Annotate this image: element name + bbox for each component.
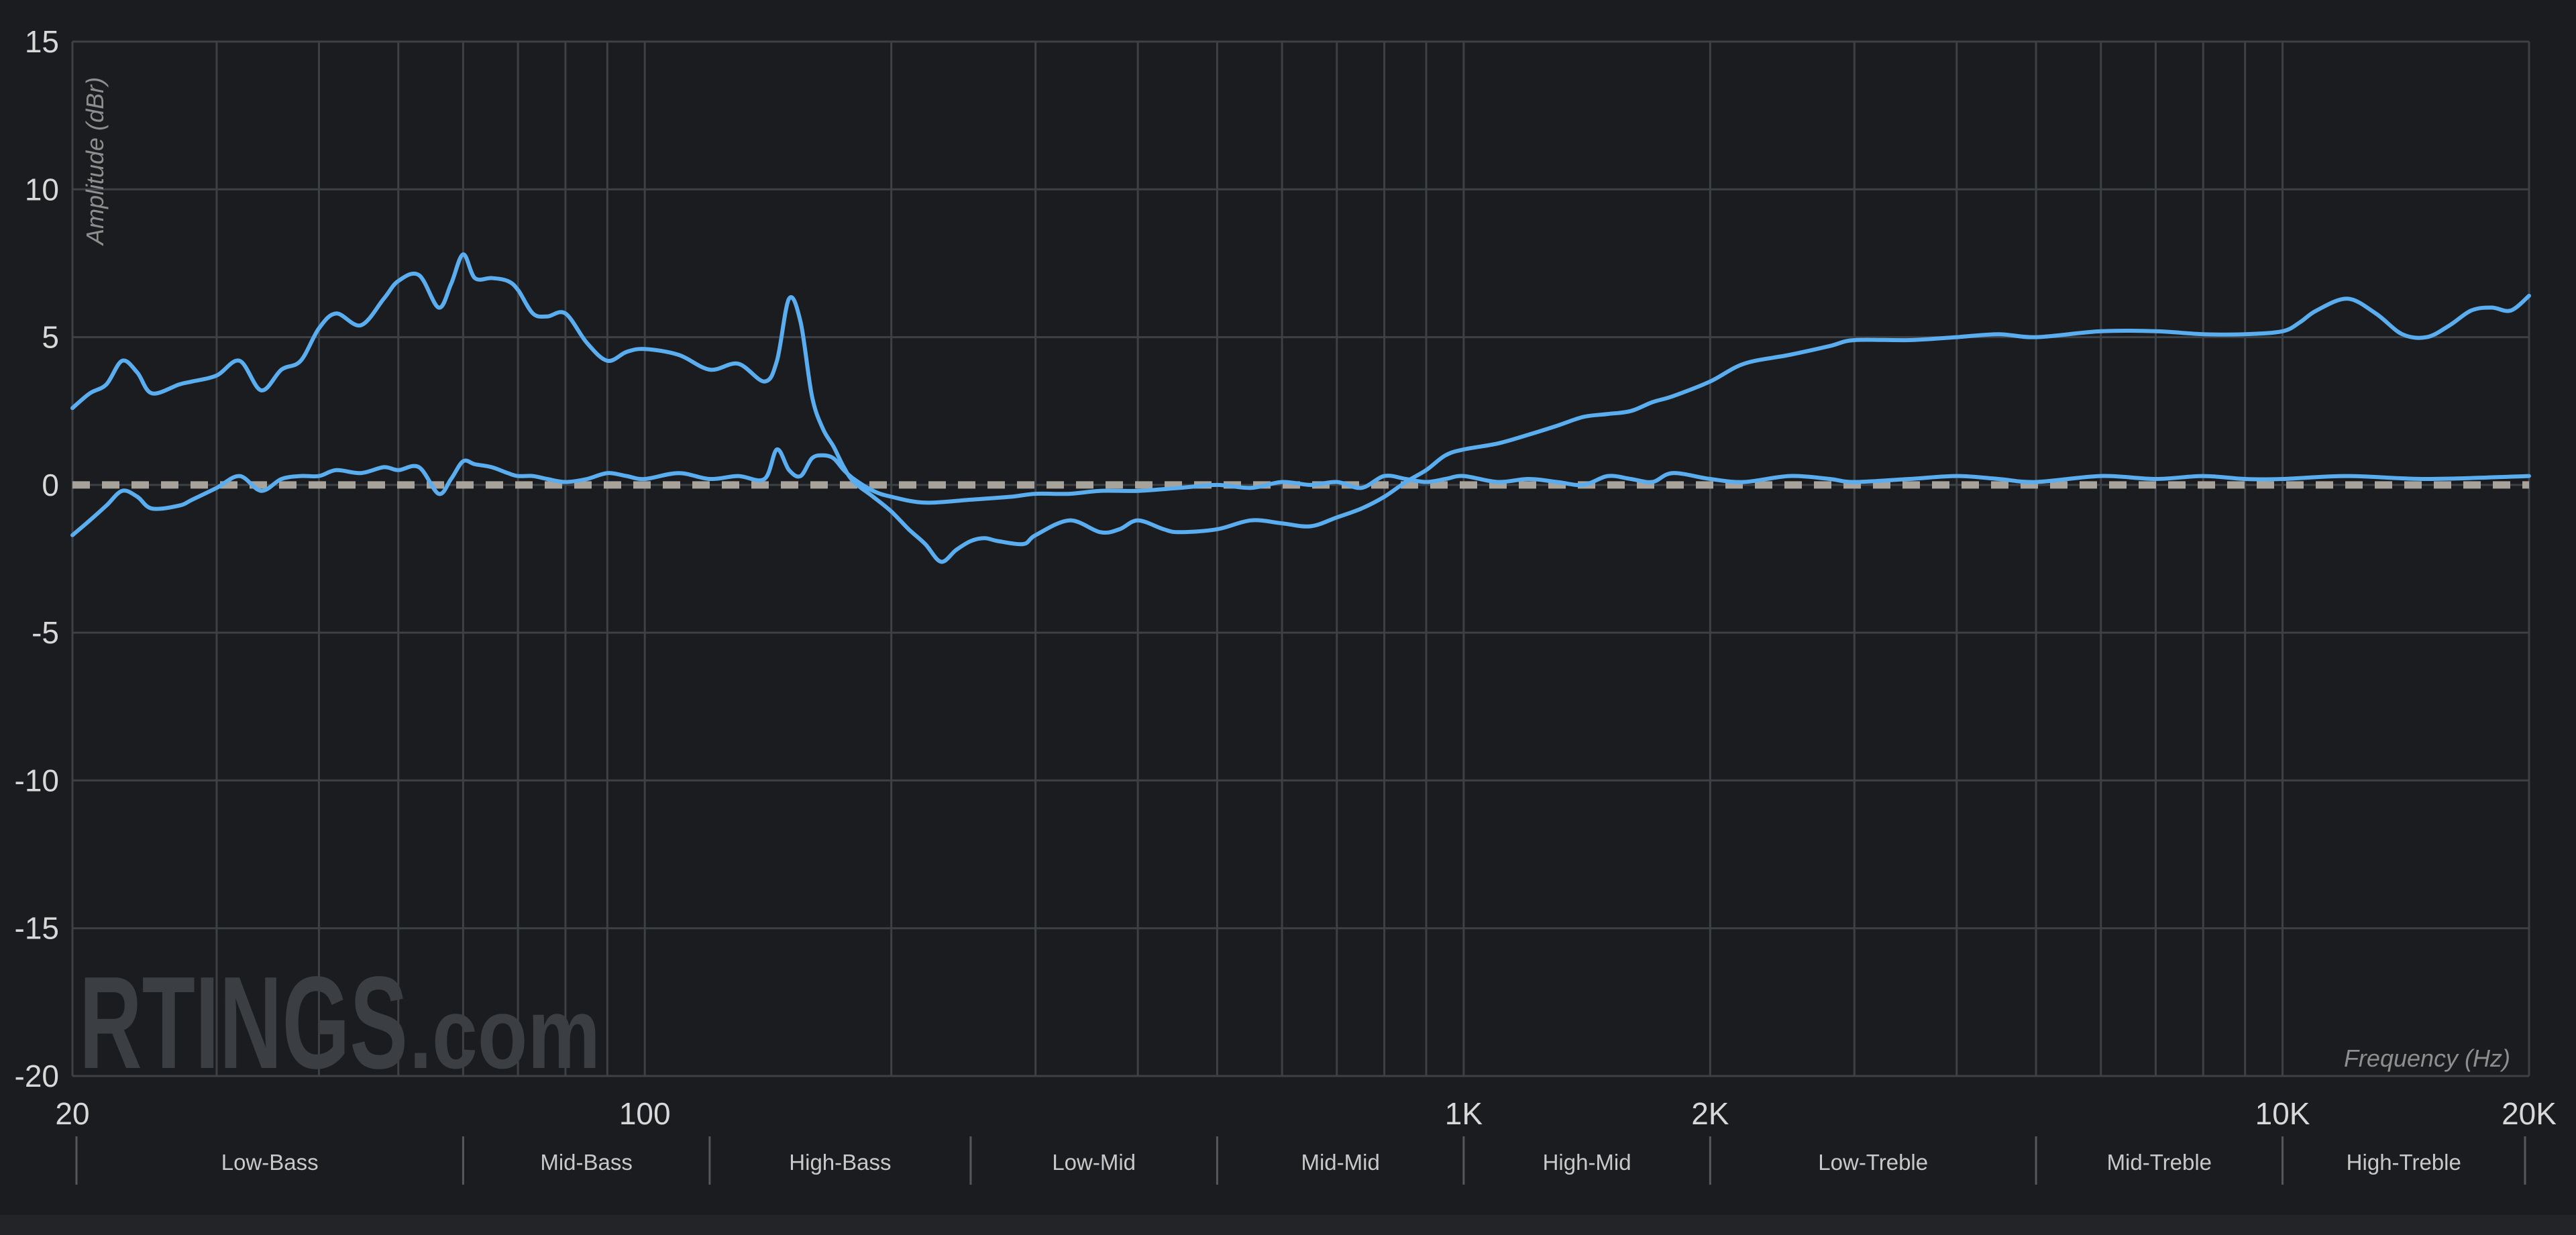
- x-tick-label: 2K: [1691, 1096, 1729, 1131]
- y-tick-label: 15: [25, 24, 59, 59]
- y-axis-title: Amplitude (dBr): [81, 77, 109, 246]
- rtings-watermark: RTINGS .com: [79, 949, 600, 1096]
- response-curves: [70, 252, 2531, 564]
- x-axis-title: Frequency (Hz): [2344, 1044, 2510, 1072]
- y-tick-label: -15: [15, 911, 59, 946]
- x-tick-label: 1K: [1445, 1096, 1483, 1131]
- x-tick-label: 10K: [2255, 1096, 2310, 1131]
- y-axis-ticks: 15 10 5 0 -5 -10 -15 -20: [15, 24, 59, 1093]
- y-tick-label: 0: [42, 468, 59, 502]
- grid-lines: [71, 40, 2530, 1077]
- y-tick-label: -5: [32, 615, 59, 650]
- band-label: High-Bass: [789, 1150, 891, 1175]
- y-tick-label: -20: [15, 1059, 59, 1093]
- x-axis-ticks: 20 100 1K 2K 10K 20K: [55, 1096, 2557, 1131]
- band-label: Low-Mid: [1052, 1150, 1136, 1175]
- response-curve: [70, 252, 2531, 564]
- band-label: High-Mid: [1543, 1150, 1631, 1175]
- horizontal-scrollbar[interactable]: [0, 1215, 2576, 1235]
- response-curve: [70, 447, 2531, 537]
- band-label: Mid-Bass: [540, 1150, 633, 1175]
- watermark-main: RTINGS: [79, 949, 408, 1096]
- frequency-bands: Low-Bass Mid-Bass High-Bass Low-Mid Mid-Mid H…: [75, 1136, 2526, 1185]
- x-tick-label: 20K: [2502, 1096, 2557, 1131]
- band-label: Low-Bass: [221, 1150, 319, 1175]
- x-tick-label: 100: [619, 1096, 671, 1131]
- band-label: Mid-Treble: [2107, 1150, 2212, 1175]
- band-label: Low-Treble: [1818, 1150, 1928, 1175]
- y-tick-label: 5: [42, 320, 59, 355]
- y-tick-label: 10: [25, 172, 59, 207]
- watermark-suffix: .com: [409, 977, 600, 1089]
- x-tick-label: 20: [55, 1096, 89, 1131]
- y-tick-label: -10: [15, 763, 59, 798]
- band-label: Mid-Mid: [1301, 1150, 1379, 1175]
- band-label: High-Treble: [2347, 1150, 2461, 1175]
